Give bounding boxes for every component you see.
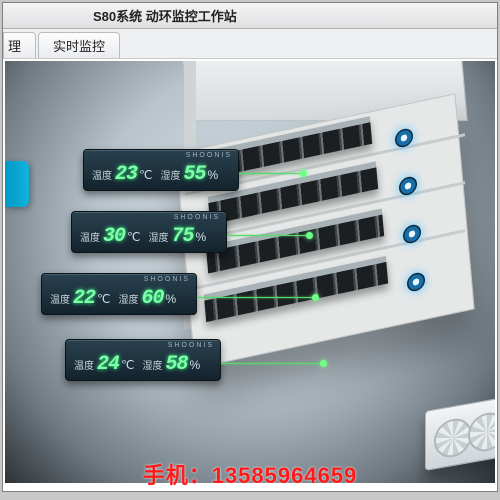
monitor-viewport: SHOONIS温度23℃湿度55%SHOONIS温度30℃湿度75%SHOONI… bbox=[5, 61, 495, 483]
leader-line bbox=[197, 297, 315, 298]
hum-value: 55 bbox=[184, 163, 206, 186]
hum-value: 58 bbox=[166, 353, 188, 376]
temp-label: 温度 bbox=[80, 229, 100, 244]
temp-label: 温度 bbox=[50, 291, 70, 306]
tab-realtime-monitor[interactable]: 实时监控 bbox=[38, 32, 120, 58]
hum-label: 湿度 bbox=[119, 291, 139, 306]
window-title: S80系统 动环监控工作站 bbox=[93, 6, 237, 25]
tab-partial[interactable]: 理 bbox=[3, 32, 36, 58]
sensor-badge[interactable]: SHOONIS 温度24℃ 湿度58% bbox=[65, 339, 221, 381]
sensor-badge[interactable]: SHOONIS 温度22℃ 湿度60% bbox=[41, 273, 197, 315]
hum-value: 75 bbox=[172, 225, 194, 248]
temp-value: 24 bbox=[97, 353, 119, 376]
temp-value: 30 bbox=[103, 225, 125, 248]
temp-value: 22 bbox=[73, 287, 95, 310]
hum-unit: % bbox=[196, 230, 207, 244]
temp-unit: ℃ bbox=[127, 230, 140, 244]
temp-value: 23 bbox=[115, 163, 137, 186]
temp-unit: ℃ bbox=[139, 168, 152, 182]
sensor-brand: SHOONIS bbox=[186, 152, 232, 159]
temp-unit: ℃ bbox=[121, 358, 134, 372]
hum-label: 湿度 bbox=[143, 357, 163, 372]
app-window: S80系统 动环监控工作站 理 实时监控 SHOONIS温度23℃湿度55%SH… bbox=[2, 2, 498, 492]
hum-unit: % bbox=[166, 292, 177, 306]
sensor-badge[interactable]: SHOONIS 温度23℃ 湿度55% bbox=[83, 149, 239, 191]
temp-label: 温度 bbox=[92, 167, 112, 182]
side-drawer-handle[interactable] bbox=[5, 161, 29, 207]
hum-value: 60 bbox=[142, 287, 164, 310]
hum-label: 湿度 bbox=[161, 167, 181, 182]
sensor-badge[interactable]: SHOONIS 温度30℃ 湿度75% bbox=[71, 211, 227, 253]
temp-label: 温度 bbox=[74, 357, 94, 372]
hum-label: 湿度 bbox=[149, 229, 169, 244]
sensor-brand: SHOONIS bbox=[144, 276, 190, 283]
titlebar: S80系统 动环监控工作站 bbox=[3, 3, 497, 29]
leader-line bbox=[221, 363, 323, 364]
leader-line bbox=[227, 235, 309, 236]
sensor-brand: SHOONIS bbox=[168, 342, 214, 349]
sensor-brand: SHOONIS bbox=[174, 214, 220, 221]
temp-unit: ℃ bbox=[97, 292, 110, 306]
hum-unit: % bbox=[190, 358, 201, 372]
hum-unit: % bbox=[208, 168, 219, 182]
leader-line bbox=[239, 173, 303, 174]
hvac-unit bbox=[425, 395, 495, 471]
tabbar: 理 实时监控 bbox=[3, 29, 497, 59]
